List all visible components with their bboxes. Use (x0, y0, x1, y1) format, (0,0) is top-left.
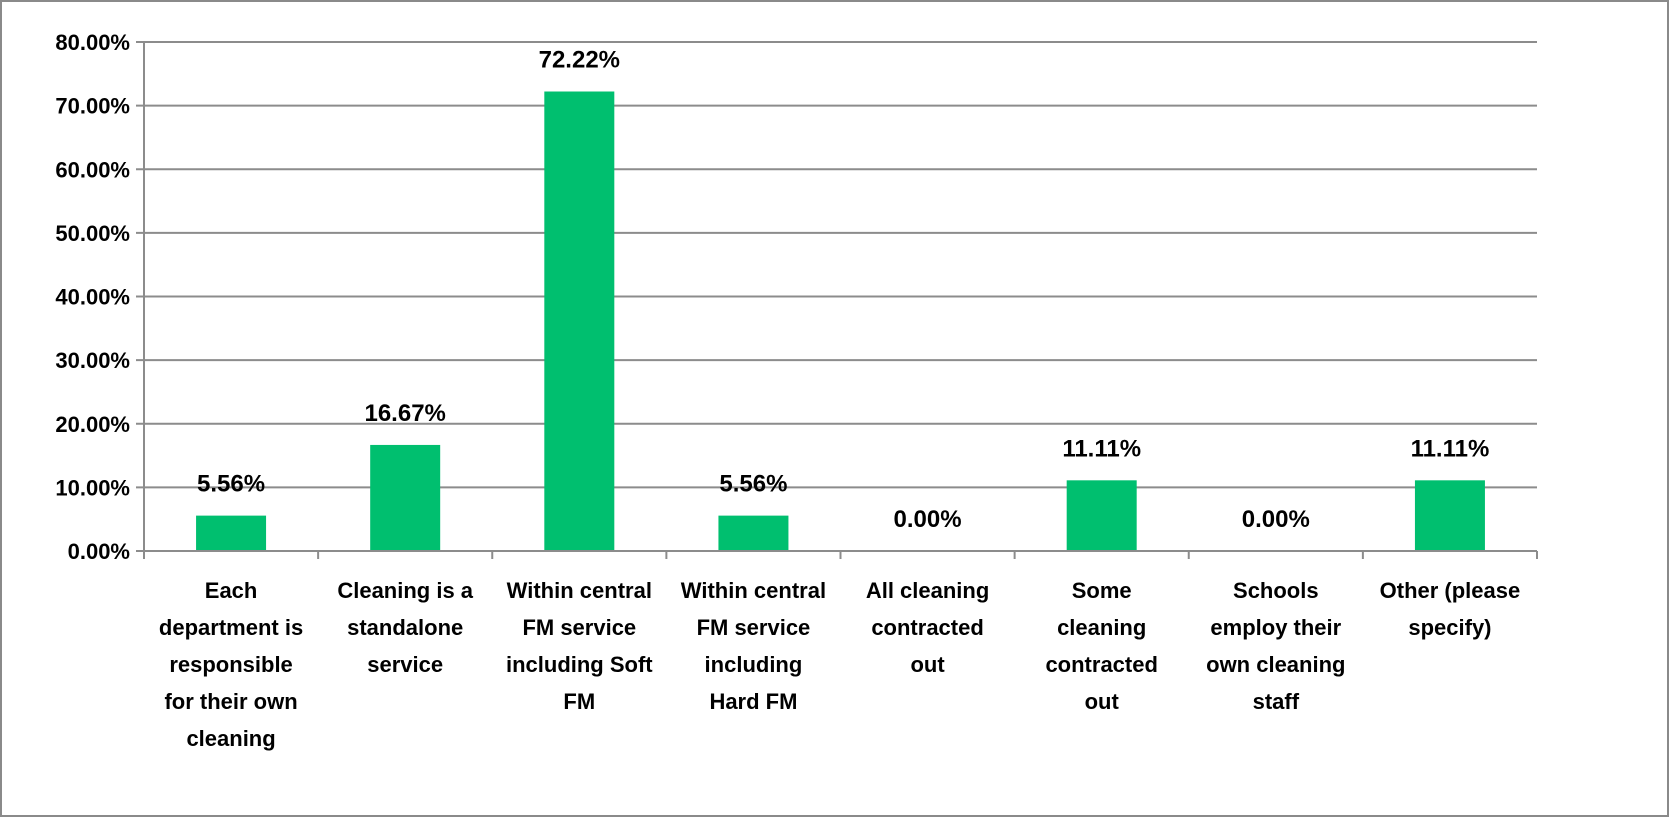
category-label-line: All cleaning (866, 578, 989, 603)
category-label-line: Cleaning is a (337, 578, 473, 603)
gridlines (144, 41, 1537, 489)
y-axis-tick-label: 40.00% (55, 285, 130, 310)
data-label: 11.11% (1411, 435, 1490, 462)
x-axis-category-label: Other (please specify) (1380, 578, 1521, 640)
category-label-line: employ their (1210, 615, 1341, 640)
y-axis-tick-label: 70.00% (55, 94, 130, 119)
y-axis-tick-label: 10.00% (55, 475, 130, 500)
x-axis-category-label: Within central FM service including Hard FM (681, 578, 826, 714)
category-label-line: Some (1072, 578, 1132, 603)
category-label-line: contracted (871, 615, 983, 640)
category-label-line: for their own (164, 689, 297, 714)
category-label-line: department is (159, 615, 303, 640)
category-label-line: Other (please (1380, 578, 1521, 603)
data-labels: 5.56% 16.67% 72.22% 5.56% 0.00% 11.11% 0.00% 11… (197, 47, 1489, 533)
y-axis-tick-label: 0.00% (68, 539, 130, 564)
bar (370, 444, 441, 551)
bar (718, 515, 789, 551)
category-label-line: out (1085, 689, 1120, 714)
category-label-line: including Soft (506, 652, 653, 677)
data-label: 0.00% (894, 506, 962, 533)
x-axis-category-label: Some cleaning contracted out (1045, 578, 1157, 714)
category-label-line: FM (563, 689, 595, 714)
bar (544, 91, 615, 552)
category-label-line: service (367, 652, 443, 677)
category-label-line: Within central (507, 578, 652, 603)
bar (196, 515, 267, 551)
axes (136, 41, 1538, 559)
category-label-line: Each (205, 578, 258, 603)
category-label-line: out (910, 652, 945, 677)
category-label-line: responsible (169, 652, 292, 677)
data-label: 5.56% (197, 471, 265, 498)
y-axis-tick-label: 80.00% (55, 30, 130, 55)
data-label: 11.11% (1062, 435, 1141, 462)
category-label-line: FM service (522, 615, 636, 640)
x-axis-category-label: All cleaning contracted out (866, 578, 989, 677)
y-axis-tick-label: 50.00% (55, 221, 130, 246)
data-label: 72.22% (539, 47, 620, 74)
y-axis-tick-label: 30.00% (55, 348, 130, 373)
x-axis-category-label: Cleaning is a standalone service (337, 578, 473, 677)
category-label-line: cleaning (186, 726, 275, 751)
bar (1066, 480, 1137, 551)
y-axis-tick-label: 60.00% (55, 157, 130, 182)
category-label-line: FM service (697, 615, 811, 640)
bar (1414, 480, 1485, 551)
y-axis-tick-labels: 0.00% 10.00% 20.00% 30.00% 40.00% 50.00% 60.00… (55, 30, 130, 564)
category-label-line: Within central (681, 578, 826, 603)
x-axis-category-label: Schools employ their own cleaning staff (1206, 578, 1345, 714)
category-labels: Each department is responsible for their ow… (159, 578, 1520, 751)
bars (196, 91, 1485, 552)
x-axis-category-label: Each department is responsible for their ow… (159, 578, 303, 751)
data-label: 5.56% (719, 471, 787, 498)
category-label-line: specify) (1408, 615, 1491, 640)
data-label: 0.00% (1242, 506, 1310, 533)
category-label-line: standalone (347, 615, 463, 640)
category-label-line: cleaning (1057, 615, 1146, 640)
data-label: 16.67% (364, 400, 445, 427)
category-label-line: contracted (1045, 652, 1157, 677)
category-label-line: Schools (1233, 578, 1319, 603)
x-axis-category-label: Within central FM service including Soft FM (506, 578, 653, 714)
category-label-line: including (705, 652, 803, 677)
category-label-line: own cleaning (1206, 652, 1345, 677)
category-label-line: Hard FM (709, 689, 797, 714)
category-label-line: staff (1253, 689, 1300, 714)
y-axis-tick-label: 20.00% (55, 412, 130, 437)
